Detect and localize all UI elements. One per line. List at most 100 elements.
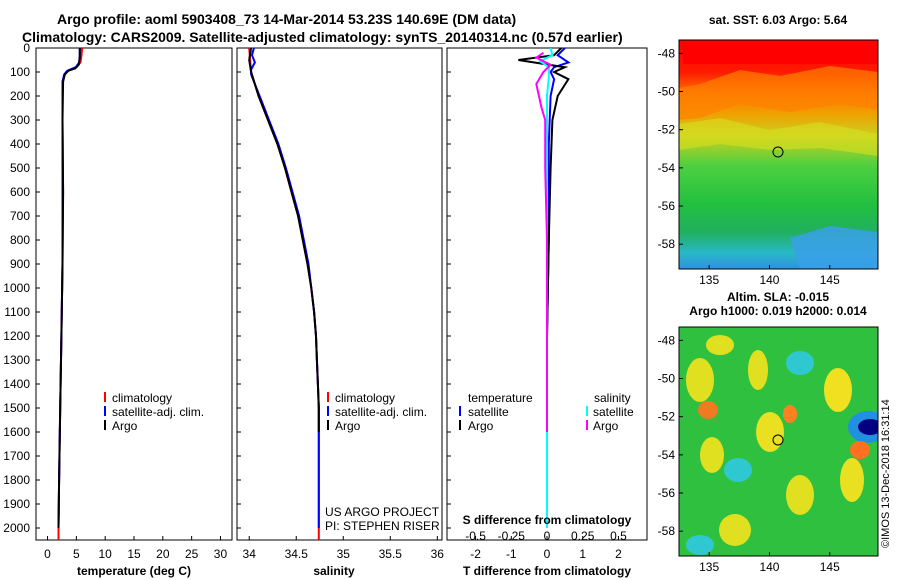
legend-title-temperature: temperature (468, 391, 533, 405)
legend-swatch-s-argo (586, 420, 588, 430)
x-tick-label: 35.5 (379, 547, 403, 561)
depth-tick-label: 700 (10, 209, 30, 223)
sst-map-title: sat. SST: 6.03 Argo: 5.64 (709, 13, 848, 27)
sla-argo-marker (772, 434, 784, 446)
legend-swatch-t-satellite (459, 406, 461, 416)
sla-blob (786, 351, 814, 375)
map-x-tick-label: 145 (820, 273, 840, 287)
map-x-tick-label: 145 (820, 560, 840, 574)
imos-credit: ©IMOS 13-Dec-2018 16:31:14 (880, 399, 892, 548)
figure-title-line1: Argo profile: aoml 5903408_73 14-Mar-201… (57, 11, 516, 27)
salinity-axis-label: salinity (313, 564, 355, 578)
legend-swatch-satellite (104, 406, 106, 416)
x-tick-label: 0 (544, 547, 551, 561)
map-y-tick-label: -52 (658, 410, 676, 424)
map-y-tick-label: -56 (658, 486, 676, 500)
depth-tick-label: 0 (23, 41, 30, 55)
sst-map-frame (678, 39, 879, 270)
sla-blob (783, 405, 797, 423)
legend-label-t-argo: Argo (468, 419, 494, 433)
t-difference-x-axis: -2 -1 0 1 2 (470, 536, 622, 561)
sla-blob (786, 475, 814, 515)
depth-tick-label: 2000 (3, 521, 30, 535)
depth-tick-label: 800 (10, 233, 30, 247)
secondary-x-tick-label: 0.25 (571, 529, 595, 543)
t-difference-axis-label: T difference from climatology (463, 564, 631, 578)
difference-profiles (518, 48, 571, 528)
depth-tick-label: 1400 (3, 377, 30, 391)
x-tick-label: 1 (579, 547, 586, 561)
map-x-tick-label: 135 (699, 273, 719, 287)
legend-swatch-climatology (327, 392, 329, 402)
depth-tick-label: 1300 (3, 353, 30, 367)
temperature-axis-label: temperature (deg C) (77, 564, 191, 578)
depth-tick-label: 1900 (3, 497, 30, 511)
x-tick-label: -1 (506, 547, 517, 561)
map-y-tick-label: -52 (658, 123, 676, 137)
depth-tick-label: 400 (10, 137, 30, 151)
sst-cold-patch (790, 226, 878, 269)
x-tick-label: 34 (243, 547, 257, 561)
temperature-difference-legend: temperature satellite Argo (459, 391, 533, 433)
legend-label-satellite: satellite-adj. clim. (335, 405, 427, 419)
sla-map-subtitle: Argo h1000: 0.019 h2000: 0.014 (689, 304, 867, 318)
sst-land-mask (683, 44, 878, 64)
map-y-tick-label: -48 (658, 333, 676, 347)
depth-tick-label: 1200 (3, 329, 30, 343)
sla-blob (686, 358, 714, 402)
x-tick-label: 5 (73, 547, 80, 561)
series-line (546, 48, 571, 528)
x-tick-label: 30 (214, 547, 228, 561)
sla-map (679, 327, 878, 556)
map-y-tick-label: -50 (658, 372, 676, 386)
project-credit: US ARGO PROJECT (325, 505, 440, 519)
depth-tick-label: 1800 (3, 473, 30, 487)
legend-label-climatology: climatology (335, 391, 395, 405)
legend-label-s-satellite: satellite (593, 405, 634, 419)
sla-blob (824, 368, 852, 412)
legend-label-t-satellite: satellite (468, 405, 509, 419)
secondary-x-tick-label: -0.25 (498, 529, 526, 543)
legend-swatch-argo (104, 420, 106, 430)
legend-label-satellite: satellite-adj. clim. (112, 405, 204, 419)
sla-blob (840, 458, 864, 502)
legend-swatch-satellite (327, 406, 329, 416)
salinity-panel-frame (236, 47, 443, 541)
legend-swatch-argo (327, 420, 329, 430)
series-line (248, 48, 320, 540)
depth-tick-label: 1600 (3, 425, 30, 439)
salinity-difference-legend: salinity satellite Argo (586, 391, 634, 433)
temperature-profiles (57, 48, 84, 540)
sst-orange-band (679, 66, 878, 120)
map-x-tick-label: 140 (759, 560, 779, 574)
secondary-x-tick-label: -0.5 (465, 529, 486, 543)
secondary-x-tick-label: 0.5 (610, 529, 627, 543)
legend-label-argo: Argo (112, 419, 138, 433)
sst-argo-marker (772, 146, 784, 158)
depth-tick-label: 1700 (3, 449, 30, 463)
depth-tick-label: 200 (10, 89, 30, 103)
depth-tick-label: 500 (10, 161, 30, 175)
legend-swatch-s-satellite (586, 406, 588, 416)
depth-tick-label: 1100 (4, 305, 30, 319)
map-y-tick-label: -58 (658, 237, 676, 251)
sst-yellow-band (679, 118, 878, 156)
map-y-tick-label: -56 (658, 199, 676, 213)
sst-map (679, 40, 878, 269)
map-y-tick-label: -58 (658, 524, 676, 538)
sla-blob (748, 350, 768, 390)
legend-title-salinity: salinity (594, 391, 631, 405)
sla-blob (850, 441, 870, 459)
sla-blob (724, 458, 752, 482)
x-tick-label: 34.5 (285, 547, 309, 561)
x-tick-label: 36 (431, 547, 445, 561)
salinity-profiles (248, 48, 320, 540)
secondary-x-tick-label: 0 (544, 529, 551, 543)
s-difference-axis-label: S difference from climatology (463, 513, 632, 527)
legend-swatch-climatology (104, 392, 106, 402)
sla-map-axes: 135 140 145 -48 -50 -52 -54 -56 -58 (658, 333, 840, 574)
depth-tick-label: 100 (10, 65, 30, 79)
x-tick-label: 20 (156, 547, 170, 561)
salinity-legend: climatology satellite-adj. clim. Argo (327, 391, 427, 433)
